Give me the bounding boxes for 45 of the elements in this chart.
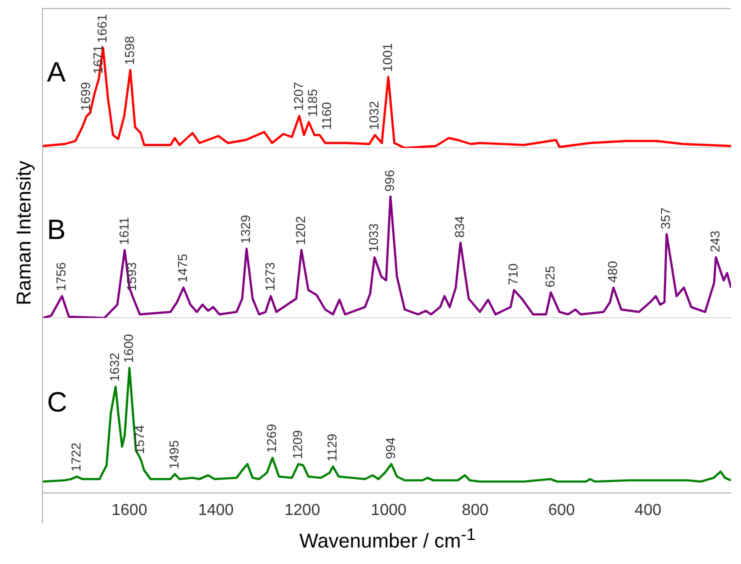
annotation: 834	[452, 216, 468, 238]
annotation: 1160	[318, 102, 334, 130]
annotation: 1185	[304, 89, 320, 117]
annotation: 1722	[68, 442, 84, 472]
x-tick-label: 1400	[198, 502, 234, 519]
annotation: 1632	[107, 352, 122, 382]
series-label: B	[47, 214, 66, 245]
annotation: 1033	[366, 223, 382, 252]
annotation: 994	[382, 437, 398, 460]
x-tick-label: 1200	[284, 502, 320, 519]
annotation: 480	[605, 260, 620, 283]
annotation: 1593	[124, 262, 140, 292]
annotation: 1001	[380, 43, 395, 72]
annotation: 625	[542, 266, 558, 288]
annotation: 1475	[175, 254, 190, 283]
annotation: 1269	[264, 424, 280, 453]
annotation: 357	[658, 208, 674, 230]
x-tick-label: 400	[634, 502, 662, 519]
annotation: 1495	[166, 440, 182, 470]
annotation: 1661	[94, 14, 110, 43]
annotation: 1574	[132, 425, 148, 454]
x-tick-label: 1000	[370, 502, 407, 519]
x-tick-label: 800	[462, 502, 489, 519]
x-tick-label: 600	[548, 502, 576, 519]
x-tick-label: 1600	[112, 502, 148, 519]
annotation: 1209	[290, 430, 305, 460]
annotation: 1699	[78, 82, 94, 111]
annotation: 1032	[366, 101, 382, 130]
annotation: 996	[382, 170, 398, 192]
annotation: 1329	[238, 214, 254, 244]
annotation: 710	[506, 263, 521, 286]
annotation: 1207	[290, 82, 306, 111]
annotation: 1756	[54, 262, 69, 292]
annotation: 1129	[324, 434, 340, 462]
series-label: A	[47, 56, 66, 88]
annotation: 1202	[293, 216, 308, 245]
annotation: 1273	[262, 262, 278, 292]
annotation: 1600	[121, 334, 136, 363]
y-axis-title: Raman Intensity	[14, 160, 36, 306]
annotation: 1671	[90, 45, 106, 74]
annotation: 1598	[122, 36, 137, 65]
annotation: 1611	[116, 217, 132, 245]
x-axis-title: Wavenumber / cm$^{-1}$	[298, 524, 477, 554]
series-label: C	[47, 386, 68, 418]
annotation: 243	[707, 230, 722, 252]
